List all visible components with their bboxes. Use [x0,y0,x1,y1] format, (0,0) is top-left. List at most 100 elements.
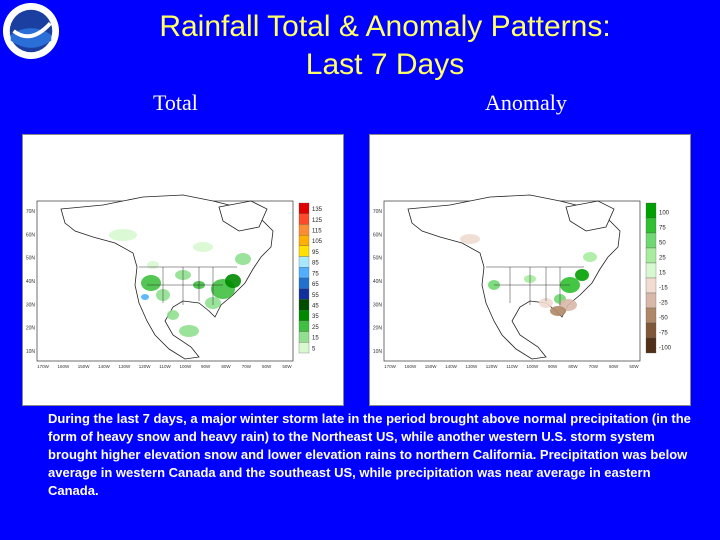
anomaly-lon-label: 170W [384,364,397,369]
anomaly-lat-label: 20N [373,326,383,332]
total-lon-label: 160W [57,364,70,369]
anomaly-legend-label: -15 [659,285,668,291]
total-lon-label: 50W [282,364,292,369]
anomaly-lat-label: 50N [373,256,383,262]
total-precip-patch-8 [167,310,179,320]
total-lat-label: 20N [26,326,36,332]
anomaly-lon-label: 140W [445,364,458,369]
anomaly-precip-patch-1 [575,269,589,281]
anomaly-legend-swatch [645,322,657,339]
total-greenland-outline [218,200,268,232]
total-legend-label: 65 [312,282,319,288]
total-legend-label: 75 [312,271,319,277]
total-precip-patch-10 [193,242,213,252]
anomaly-greenland-outline [565,200,615,232]
anomaly-lon-label: 120W [486,364,499,369]
anomaly-legend-label: -75 [659,330,668,336]
anomaly-legend-label: 15 [659,270,666,276]
anomaly-lat-label: 70N [373,209,383,215]
anomaly-legend-swatch [645,337,657,354]
anomaly-lon-label: 110W [506,364,518,369]
anomaly-lon-label: 100W [526,364,539,369]
total-legend-swatch [298,256,310,268]
total-lon-label: 70W [242,364,252,369]
total-lon-label: 120W [139,364,152,369]
title-line-1: Rainfall Total & Anomaly Patterns: [159,10,611,43]
anomaly-legend-swatch [645,307,657,324]
total-legend-label: 85 [312,261,319,267]
total-lat-label: 10N [26,349,36,355]
anomaly-map-panel: 70N 60N 50N 40N 30N 20N 10N 170W 160W 150W 140W 130… [369,134,691,406]
total-legend-label: 135 [312,207,323,213]
anomaly-lon-label: 150W [425,364,438,369]
total-state-borders [139,266,237,305]
summary-caption: During the last 7 days, a major winter s… [48,411,691,498]
noaa-logo [2,2,60,60]
total-legend-label: 15 [312,336,319,342]
anomaly-legend-label: -25 [659,300,668,306]
total-legend-swatch [298,320,310,332]
total-lon-label: 110W [159,364,171,369]
total-legend-label: 105 [312,239,323,245]
anomaly-lat-label: 30N [373,302,383,308]
total-legend-swatch [298,331,310,343]
total-lon-label: 60W [262,364,272,369]
total-legend-label: 125 [312,218,323,224]
anomaly-legend-label: -100 [659,345,672,351]
total-legend-label: 55 [312,293,319,299]
total-lon-label: 100W [179,364,192,369]
total-precip-patch-4 [225,274,241,288]
total-map-panel: 70N 60N 50N 40N 30N 20N 10N 170W 160W 150W 140W 130… [22,134,344,406]
total-lon-label: 150W [78,364,91,369]
total-legend-swatch [298,245,310,257]
total-precip-patch-0 [141,275,161,291]
total-lat-label: 70N [26,209,36,215]
total-lat-label: 40N [26,279,36,285]
anomaly-lon-label: 50W [629,364,639,369]
total-legend-swatch [298,277,310,289]
total-panel-label: Total [153,90,198,115]
anomaly-legend-label: 50 [659,240,666,246]
total-lat-label: 30N [26,302,36,308]
anomaly-lat-label: 40N [373,279,383,285]
total-precip-patch-12 [179,325,199,337]
anomaly-precip-patch-6 [539,298,553,308]
total-precipitation-map: 70N 60N 50N 40N 30N 20N 10N 170W 160W 150W 140W 130… [26,194,323,369]
total-legend-swatch [298,288,310,300]
total-lon-label: 170W [37,364,50,369]
total-legend-label: 95 [312,250,319,256]
anomaly-legend-swatch [645,277,657,294]
anomaly-lat-label: 60N [373,232,383,238]
total-precip-patch-13 [147,261,159,269]
total-legend-swatch [298,342,310,354]
anomaly-lon-label: 70W [589,364,599,369]
anomaly-legend-label: 25 [659,255,666,261]
total-precip-patch-9 [109,229,137,241]
anomaly-lon-label: 80W [568,364,578,369]
total-legend-label: 25 [312,325,319,331]
anomaly-lon-label: 130W [465,364,478,369]
total-legend-label: 45 [312,303,319,309]
total-legend-swatch [298,213,310,225]
total-lat-label: 60N [26,232,36,238]
total-legend-swatch [298,299,310,311]
title-line-2: Last 7 Days [305,48,465,81]
anomaly-precip-patch-8 [460,234,480,244]
total-lon-label: 130W [118,364,131,369]
anomaly-legend-label: -50 [659,315,668,321]
anomaly-precipitation-map: 70N 60N 50N 40N 30N 20N 10N 170W 160W 150W 140W 130… [373,194,672,369]
total-lon-label: 80W [221,364,231,369]
anomaly-legend-swatch [645,262,657,279]
total-legend-swatch [298,267,310,279]
total-lat-label: 50N [26,256,36,262]
anomaly-legend-label: 100 [659,210,670,216]
anomaly-legend-swatch [645,292,657,309]
total-legend-swatch [298,224,310,236]
anomaly-legend-label: 75 [659,225,666,231]
slide-title: Rainfall Total & Anomaly Patterns: Last … [100,8,670,84]
total-legend-label: 35 [312,314,319,320]
anomaly-panel-label: Anomaly [485,90,567,115]
anomaly-legend-swatch [645,202,657,219]
total-precip-patch-11 [235,253,251,265]
anomaly-legend-swatch [645,232,657,249]
